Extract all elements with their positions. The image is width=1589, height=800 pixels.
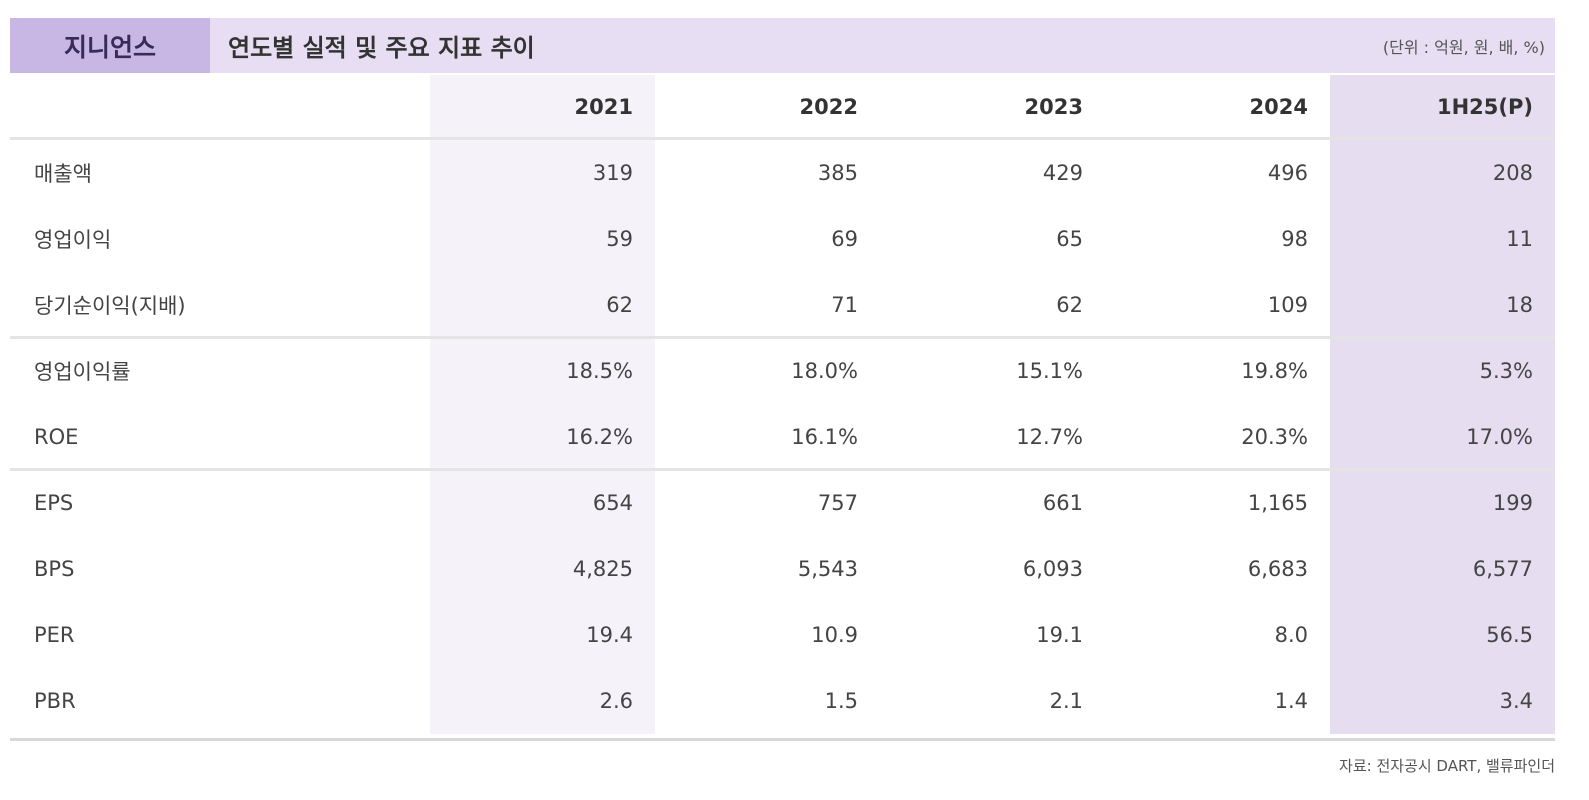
table-cell: 2.6: [599, 689, 633, 713]
column-header: 2024: [1249, 94, 1308, 119]
row-label: PER: [34, 623, 75, 647]
table-cell: 385: [817, 161, 858, 185]
table-cell: 6,093: [1022, 557, 1083, 581]
table-cell: 16.1%: [791, 425, 858, 449]
header-rule: [10, 137, 1555, 140]
table-cell: 62: [1056, 293, 1083, 317]
table-cell: 16.2%: [566, 425, 633, 449]
unit-note: (단위 : 억원, 원, 배, %): [1382, 37, 1545, 57]
table-cell: 208: [1492, 161, 1533, 185]
table-cell: 18.5%: [566, 359, 633, 383]
column-shade: [430, 75, 655, 734]
bottom-rule: [10, 738, 1555, 741]
table-cell: 496: [1267, 161, 1308, 185]
table-cell: 62: [606, 293, 633, 317]
group-rule: [10, 336, 1555, 339]
row-label: BPS: [34, 557, 75, 581]
table-cell: 69: [831, 227, 858, 251]
row-label: PBR: [34, 689, 76, 713]
table-cell: 18.0%: [791, 359, 858, 383]
table-cell: 429: [1042, 161, 1083, 185]
header-bar: [10, 18, 1555, 73]
table-cell: 56.5: [1486, 623, 1533, 647]
row-label: ROE: [34, 425, 79, 449]
table-cell: 98: [1281, 227, 1308, 251]
table-cell: 6,577: [1472, 557, 1533, 581]
row-label: EPS: [34, 491, 74, 515]
table-cell: 109: [1267, 293, 1308, 317]
table-title: 연도별 실적 및 주요 지표 추이: [228, 34, 535, 62]
column-header: 2022: [799, 94, 858, 119]
column-header: 2023: [1024, 94, 1083, 119]
row-label: 매출액: [34, 162, 92, 186]
column-header: 1H25(P): [1437, 94, 1533, 119]
table-cell: 19.8%: [1241, 359, 1308, 383]
table-cell: 661: [1042, 491, 1083, 515]
table-cell: 1,165: [1247, 491, 1308, 515]
table-cell: 1.5: [824, 689, 858, 713]
table-cell: 20.3%: [1241, 425, 1308, 449]
table-cell: 4,825: [572, 557, 633, 581]
table-cell: 2.1: [1049, 689, 1083, 713]
table-cell: 199: [1492, 491, 1533, 515]
table-cell: 654: [592, 491, 633, 515]
table-cell: 59: [606, 227, 633, 251]
table-cell: 10.9: [811, 623, 858, 647]
row-label: 당기순이익(지배): [34, 294, 186, 318]
table-cell: 19.4: [586, 623, 633, 647]
table-cell: 3.4: [1499, 689, 1533, 713]
column-shade: [1330, 75, 1555, 734]
source-note: 자료: 전자공시 DART, 밸류파인더: [1339, 756, 1555, 775]
table-cell: 5.3%: [1479, 359, 1533, 383]
table-cell: 319: [592, 161, 633, 185]
group-rule: [10, 468, 1555, 471]
company-tag: 지니언스: [10, 18, 210, 73]
row-label: 영업이익: [34, 228, 112, 252]
column-header: 2021: [574, 94, 633, 119]
table-cell: 19.1: [1036, 623, 1083, 647]
table-cell: 12.7%: [1016, 425, 1083, 449]
table-cell: 18: [1506, 293, 1533, 317]
table-cell: 5,543: [797, 557, 858, 581]
table-cell: 17.0%: [1466, 425, 1533, 449]
table-cell: 1.4: [1274, 689, 1308, 713]
table-cell: 8.0: [1274, 623, 1308, 647]
row-label: 영업이익률: [34, 360, 131, 384]
table-cell: 757: [817, 491, 858, 515]
table-cell: 71: [831, 293, 858, 317]
table-cell: 11: [1506, 227, 1533, 251]
table-cell: 65: [1056, 227, 1083, 251]
table-cell: 15.1%: [1016, 359, 1083, 383]
table-cell: 6,683: [1247, 557, 1308, 581]
